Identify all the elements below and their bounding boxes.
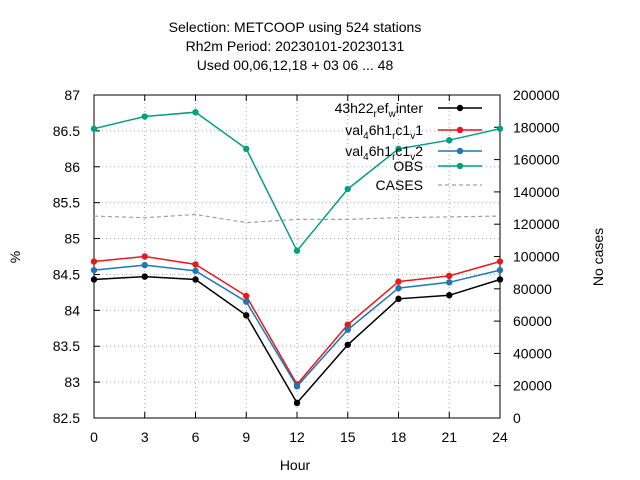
- data-point: [446, 279, 453, 286]
- y2-tick-label: 20000: [513, 378, 552, 394]
- y-tick-label: 83: [64, 374, 80, 390]
- series-2: [90, 261, 504, 390]
- y2-tick-label: 160000: [513, 152, 560, 168]
- data-point: [293, 399, 301, 407]
- data-point: [344, 326, 351, 333]
- y2-tick-label: 100000: [513, 249, 560, 265]
- x-tick-label: 6: [192, 429, 200, 445]
- x-tick-label: 15: [340, 429, 356, 445]
- y-tick-label: 84: [64, 302, 80, 318]
- y2-tick-label: 180000: [513, 119, 560, 135]
- legend: 43h22refwinterval46h1rc1v1val46h1rc1v2OB…: [335, 100, 482, 193]
- data-point: [395, 284, 402, 292]
- plot-frame: [93, 94, 501, 419]
- data-point: [496, 125, 504, 132]
- grid: [94, 95, 500, 418]
- title-line-2: Rh2m Period: 20230101-20230131: [186, 38, 405, 54]
- data-point: [293, 247, 301, 254]
- x-tick-label: 9: [242, 429, 250, 445]
- y2-axis-label: No cases: [590, 228, 606, 286]
- legend-marker: [456, 104, 464, 112]
- x-tick-label: 18: [391, 429, 407, 445]
- legend-marker: [456, 147, 464, 155]
- data-point: [243, 298, 250, 305]
- series-line: [93, 111, 501, 253]
- legend-marker: [456, 126, 464, 134]
- data-point: [90, 258, 98, 265]
- y-tick-label: 85.5: [53, 195, 80, 211]
- y-axis-label: %: [7, 251, 23, 263]
- title-line-3: Used 00,06,12,18 + 03 06 ... 48: [197, 57, 394, 73]
- y2-tick-label: 140000: [513, 184, 560, 200]
- data-point: [243, 312, 250, 319]
- data-point: [243, 292, 250, 300]
- data-point: [395, 145, 402, 153]
- y2-tick-label: 40000: [513, 345, 552, 361]
- y-tick-label: 86.5: [53, 123, 80, 139]
- data-point: [141, 273, 148, 280]
- legend-label: OBS: [393, 158, 423, 174]
- x-tick-label: 12: [289, 429, 305, 445]
- y2-tick-label: 60000: [513, 313, 552, 329]
- data-point: [344, 185, 351, 193]
- x-tick-label: 0: [90, 429, 98, 445]
- data-point: [90, 266, 98, 274]
- legend-entry: val46h1rc1v1: [345, 122, 482, 142]
- data-point: [192, 109, 199, 116]
- data-point: [90, 125, 98, 132]
- legend-entry: CASES: [376, 177, 482, 193]
- chart-title: Selection: METCOOP using 524 stations Rh…: [169, 19, 422, 73]
- y2-tick-label: 80000: [513, 281, 552, 297]
- x-tick-label: 3: [141, 429, 149, 445]
- data-point: [141, 253, 148, 260]
- tick-labels: 0 3 6 9 12 15 18 21 24 82.5 83 83.5 84 84.5 85 85.5 86 86…: [53, 87, 560, 445]
- axes: [93, 94, 501, 419]
- legend-label: val46h1rc1v1: [345, 122, 423, 142]
- data-point: [344, 341, 351, 348]
- series-line: [93, 213, 501, 224]
- legend-entry: 43h22refwinter: [335, 100, 482, 120]
- y-tick-label: 83.5: [53, 338, 80, 354]
- series: [90, 109, 504, 407]
- legend-marker: [456, 162, 464, 170]
- legend-label: val46h1rc1v2: [345, 143, 423, 163]
- data-point: [192, 276, 199, 283]
- data-point: [446, 137, 453, 144]
- y2-tick-label: 200000: [513, 87, 560, 103]
- y2-tick-label: 0: [513, 410, 521, 426]
- legend-entry: val46h1rc1v2: [345, 143, 482, 163]
- y-tick-label: 86: [64, 159, 80, 175]
- legend-label: CASES: [376, 177, 423, 193]
- x-axis-label: Hour: [280, 457, 311, 473]
- data-point: [192, 267, 199, 275]
- data-point: [395, 278, 402, 285]
- data-point: [141, 113, 148, 120]
- legend-label: 43h22refwinter: [335, 100, 424, 120]
- y-tick-label: 87: [64, 87, 80, 103]
- data-point: [496, 266, 504, 274]
- title-line-1: Selection: METCOOP using 524 stations: [169, 19, 422, 35]
- y-tick-label: 85: [64, 231, 80, 247]
- data-point: [446, 292, 453, 299]
- data-point: [192, 261, 199, 268]
- data-point: [344, 321, 351, 328]
- legend-entry: OBS: [393, 158, 482, 174]
- series-3: [90, 109, 504, 254]
- x-tick-label: 24: [492, 429, 508, 445]
- y2-tick-label: 120000: [513, 216, 560, 232]
- data-point: [293, 383, 301, 390]
- x-tick-label: 21: [441, 429, 457, 445]
- data-point: [395, 295, 402, 303]
- series-4: [93, 213, 501, 224]
- data-point: [496, 258, 504, 265]
- y-tick-label: 84.5: [53, 266, 80, 282]
- data-point: [141, 261, 148, 269]
- data-point: [243, 145, 250, 153]
- data-point: [90, 276, 98, 283]
- data-point: [496, 276, 504, 283]
- y-tick-label: 82.5: [53, 410, 80, 426]
- data-point: [446, 272, 453, 280]
- series-0: [90, 273, 504, 407]
